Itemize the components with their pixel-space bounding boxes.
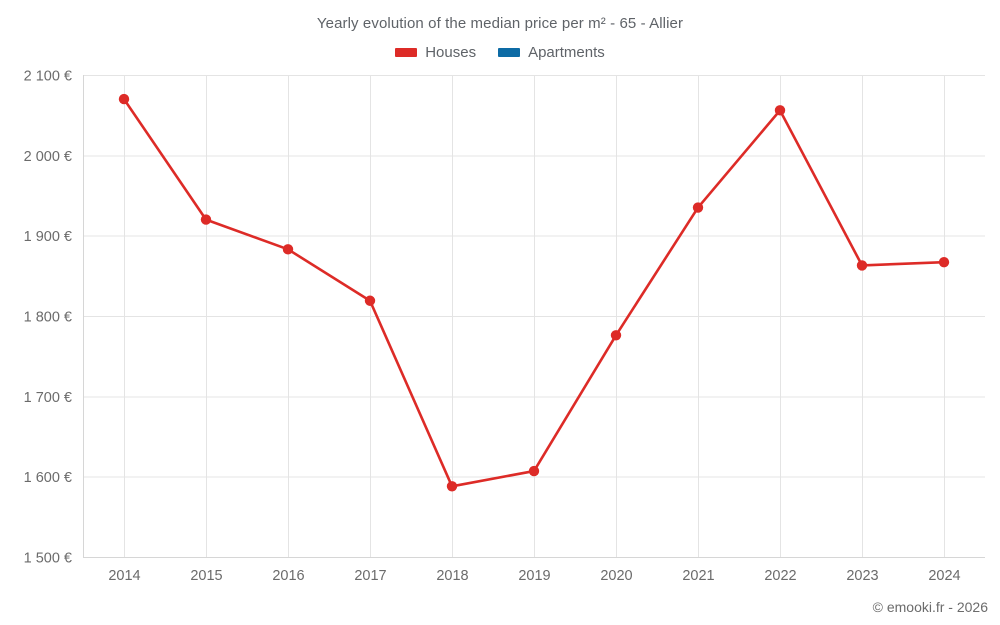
data-point[interactable] xyxy=(856,260,868,271)
credit-text: © emooki.fr - 2026 xyxy=(872,599,988,615)
x-axis-tick-label: 2015 xyxy=(190,568,222,584)
data-point[interactable] xyxy=(528,465,540,477)
data-point[interactable] xyxy=(118,93,130,105)
data-point[interactable] xyxy=(610,330,622,341)
y-axis-tick-label: 1 900 € xyxy=(24,229,72,245)
legend-label-apartments: Apartments xyxy=(528,44,605,61)
data-point[interactable] xyxy=(200,214,212,225)
data-point[interactable] xyxy=(774,105,786,116)
x-axis-tick-label: 2018 xyxy=(436,568,468,584)
y-axis-tick-label: 1 600 € xyxy=(24,470,72,486)
x-axis-tick-label: 2014 xyxy=(108,568,140,584)
data-point[interactable] xyxy=(364,295,376,306)
legend-item-apartments[interactable]: Apartments xyxy=(498,44,605,61)
y-axis-tick-label: 1 500 € xyxy=(24,551,72,567)
legend-swatch-apartments xyxy=(498,48,521,57)
legend-label-houses: Houses xyxy=(425,44,477,61)
y-axis-tick-label: 2 000 € xyxy=(24,149,72,165)
x-axis-tick-label: 2016 xyxy=(272,568,304,584)
legend-item-houses[interactable]: Houses xyxy=(395,44,476,61)
chart-legend: Houses Apartments xyxy=(0,44,1000,61)
x-axis-tick-label: 2024 xyxy=(928,568,960,584)
x-axis-tick-label: 2017 xyxy=(354,568,386,584)
y-axis-tick-label: 1 700 € xyxy=(24,390,72,406)
data-point[interactable] xyxy=(938,256,950,268)
legend-swatch-houses xyxy=(395,48,418,57)
y-axis-tick-label: 2 100 € xyxy=(24,69,72,85)
data-point[interactable] xyxy=(446,481,458,492)
data-point[interactable] xyxy=(692,202,704,213)
x-axis-tick-label: 2021 xyxy=(682,568,714,584)
chart-title: Yearly evolution of the median price per… xyxy=(316,15,684,32)
y-axis-tick-label: 1 800 € xyxy=(24,310,72,326)
x-axis-tick-label: 2023 xyxy=(846,568,878,584)
data-point[interactable] xyxy=(282,244,294,255)
x-axis-tick-label: 2022 xyxy=(764,568,796,584)
x-axis-tick-label: 2020 xyxy=(600,568,632,584)
x-axis-tick-label: 2019 xyxy=(518,568,550,584)
